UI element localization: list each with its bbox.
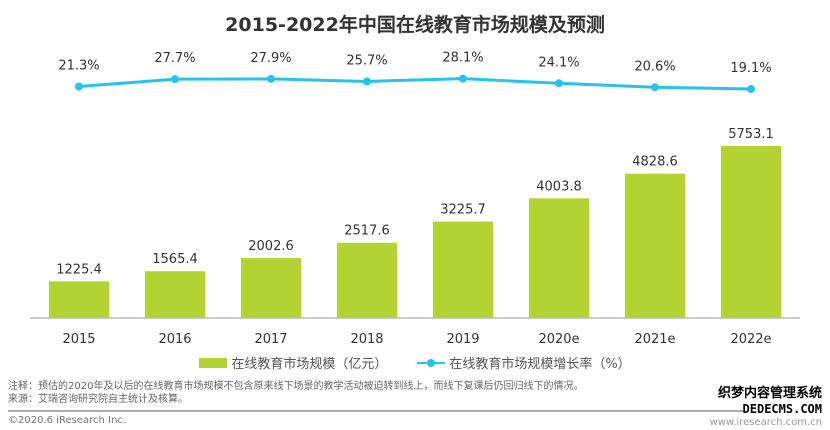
x-tick-label: 2019 bbox=[446, 332, 479, 347]
source-text: 来源：艾瑞咨询研究院自主统计及核算。 bbox=[8, 394, 188, 405]
growth-point bbox=[363, 77, 371, 86]
growth-point bbox=[75, 82, 83, 91]
watermark-domain: DEDECMS.COM bbox=[742, 402, 822, 416]
growth-label: 24.1% bbox=[538, 55, 579, 70]
growth-point bbox=[267, 74, 275, 83]
growth-point bbox=[555, 79, 563, 88]
growth-point bbox=[747, 85, 755, 94]
divider bbox=[8, 410, 822, 412]
bar bbox=[337, 242, 397, 318]
bar bbox=[241, 258, 301, 318]
x-tick-label: 2022e bbox=[730, 332, 771, 347]
legend-swatch-line bbox=[417, 358, 446, 368]
bar-value-label: 3225.7 bbox=[440, 203, 486, 218]
bar bbox=[145, 271, 205, 318]
growth-point bbox=[651, 83, 659, 92]
bar bbox=[49, 281, 109, 318]
bar-value-label: 1565.4 bbox=[152, 252, 198, 267]
growth-label: 27.9% bbox=[250, 51, 291, 66]
note-text: 注释：预估的2020年及以后的在线教育市场规模不包含原来线下场景的教学活动被迫转… bbox=[8, 381, 584, 392]
x-tick-label: 2017 bbox=[254, 332, 287, 347]
legend-label-bar: 在线教育市场规模（亿元） bbox=[231, 357, 388, 372]
bar-value-label: 5753.1 bbox=[728, 127, 774, 142]
growth-label: 19.1% bbox=[730, 61, 771, 76]
bar-value-label: 4828.6 bbox=[632, 155, 678, 170]
growth-point bbox=[171, 75, 179, 84]
legend-item-line: 在线教育市场规模增长率（%） bbox=[417, 353, 631, 372]
x-tick-label: 2018 bbox=[350, 332, 383, 347]
bar-value-label: 4003.8 bbox=[536, 179, 582, 194]
growth-label: 25.7% bbox=[346, 53, 387, 68]
legend-swatch-bar bbox=[199, 357, 228, 368]
bar bbox=[625, 173, 685, 318]
site-url: www.iresearch.com.cn bbox=[709, 417, 822, 428]
legend: 在线教育市场规模（亿元） 在线教育市场规模增长率（%） bbox=[0, 353, 830, 372]
bar-value-label: 1225.4 bbox=[56, 262, 102, 277]
x-tick-label: 2020e bbox=[538, 332, 579, 347]
legend-label-line: 在线教育市场规模增长率（%） bbox=[449, 357, 631, 372]
bar-value-label: 2517.6 bbox=[344, 224, 390, 239]
chart-title: 2015-2022年中国在线教育市场规模及预测 bbox=[225, 14, 605, 36]
x-tick-label: 2016 bbox=[158, 332, 191, 347]
copyright: ©2020.6 iResearch Inc. bbox=[8, 415, 126, 426]
bar bbox=[721, 146, 781, 318]
growth-line bbox=[78, 77, 752, 91]
growth-label: 20.6% bbox=[634, 59, 675, 74]
growth-point bbox=[459, 74, 467, 83]
bar bbox=[433, 221, 493, 318]
bar-value-label: 2002.6 bbox=[248, 239, 294, 254]
growth-label: 28.1% bbox=[442, 51, 483, 66]
notes: 注释：预估的2020年及以后的在线教育市场规模不包含原来线下场景的教学活动被迫转… bbox=[8, 380, 583, 406]
chart-area: 1225.4 2015 1565.4 2016 2002.6 2017 2517.6 2018… bbox=[30, 51, 800, 347]
legend-item-bar: 在线教育市场规模（亿元） bbox=[199, 353, 387, 372]
growth-label: 27.7% bbox=[154, 51, 195, 66]
bar bbox=[529, 198, 589, 318]
x-tick-label: 2015 bbox=[62, 332, 95, 347]
watermark-text: 织梦内容管理系统 bbox=[717, 386, 822, 401]
x-tick-label: 2021e bbox=[634, 332, 675, 347]
growth-label: 21.3% bbox=[58, 59, 99, 74]
